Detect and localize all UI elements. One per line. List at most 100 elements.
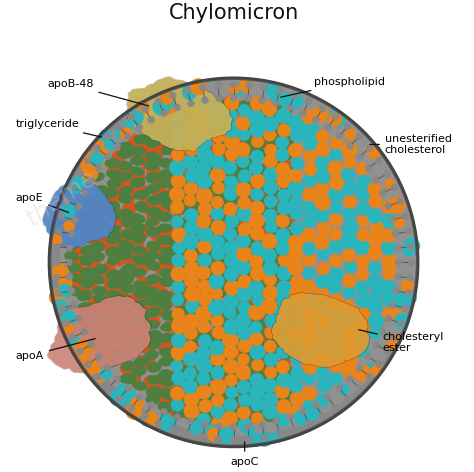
Circle shape xyxy=(157,100,171,113)
Circle shape xyxy=(186,273,202,289)
Ellipse shape xyxy=(265,124,281,134)
Ellipse shape xyxy=(186,170,200,178)
Ellipse shape xyxy=(200,395,213,405)
Circle shape xyxy=(226,298,238,310)
Ellipse shape xyxy=(240,257,255,267)
Circle shape xyxy=(230,437,237,443)
Ellipse shape xyxy=(197,274,212,283)
Circle shape xyxy=(264,326,277,339)
Circle shape xyxy=(272,168,287,182)
Circle shape xyxy=(356,320,370,333)
Circle shape xyxy=(271,367,286,382)
Ellipse shape xyxy=(210,123,225,133)
Ellipse shape xyxy=(201,118,215,127)
Circle shape xyxy=(137,199,151,213)
Circle shape xyxy=(262,378,277,393)
Circle shape xyxy=(392,230,399,237)
Circle shape xyxy=(237,196,251,210)
Circle shape xyxy=(308,408,319,420)
Circle shape xyxy=(196,188,212,204)
Ellipse shape xyxy=(212,181,227,190)
Circle shape xyxy=(174,337,187,350)
Circle shape xyxy=(237,246,252,261)
Circle shape xyxy=(316,130,329,143)
Circle shape xyxy=(366,145,379,158)
Ellipse shape xyxy=(161,310,175,320)
Circle shape xyxy=(224,134,240,150)
Ellipse shape xyxy=(265,135,281,145)
Circle shape xyxy=(302,200,316,214)
Circle shape xyxy=(373,177,380,183)
Circle shape xyxy=(269,114,282,126)
Circle shape xyxy=(305,98,312,105)
Circle shape xyxy=(294,410,310,425)
Circle shape xyxy=(75,315,82,322)
Circle shape xyxy=(99,290,112,302)
Circle shape xyxy=(161,99,177,114)
Circle shape xyxy=(75,266,88,279)
Circle shape xyxy=(126,229,140,244)
Circle shape xyxy=(389,302,396,308)
Circle shape xyxy=(128,110,144,125)
Circle shape xyxy=(95,139,109,154)
Circle shape xyxy=(184,249,198,262)
Ellipse shape xyxy=(91,172,104,181)
Circle shape xyxy=(68,178,83,194)
Circle shape xyxy=(184,140,199,156)
Ellipse shape xyxy=(134,289,149,298)
Ellipse shape xyxy=(147,207,162,218)
Circle shape xyxy=(274,332,287,344)
Ellipse shape xyxy=(227,416,241,426)
Text: theme: theme xyxy=(22,165,101,231)
Circle shape xyxy=(287,414,293,421)
Ellipse shape xyxy=(212,213,226,222)
Circle shape xyxy=(86,257,100,271)
Ellipse shape xyxy=(214,134,228,144)
Ellipse shape xyxy=(134,281,148,290)
Ellipse shape xyxy=(226,195,240,205)
Circle shape xyxy=(263,343,275,354)
Circle shape xyxy=(276,291,292,307)
Circle shape xyxy=(290,126,306,143)
Circle shape xyxy=(183,365,196,378)
Circle shape xyxy=(238,417,252,431)
Ellipse shape xyxy=(171,319,185,329)
Circle shape xyxy=(318,312,331,326)
Circle shape xyxy=(153,99,169,115)
Circle shape xyxy=(184,326,198,340)
Ellipse shape xyxy=(280,349,293,359)
Circle shape xyxy=(54,267,70,283)
Circle shape xyxy=(197,147,213,163)
Circle shape xyxy=(84,215,99,230)
Circle shape xyxy=(81,359,98,375)
Circle shape xyxy=(97,267,113,283)
Circle shape xyxy=(210,207,224,221)
Circle shape xyxy=(380,280,396,296)
Ellipse shape xyxy=(199,362,213,372)
Circle shape xyxy=(291,426,298,432)
Ellipse shape xyxy=(226,354,239,363)
Circle shape xyxy=(329,318,346,334)
Circle shape xyxy=(357,202,371,215)
Circle shape xyxy=(103,187,116,200)
Ellipse shape xyxy=(268,178,281,188)
Circle shape xyxy=(368,182,382,196)
Circle shape xyxy=(228,83,240,94)
Ellipse shape xyxy=(184,178,198,188)
Circle shape xyxy=(223,202,237,216)
Circle shape xyxy=(191,327,204,340)
Circle shape xyxy=(365,354,372,360)
Circle shape xyxy=(228,134,241,147)
Ellipse shape xyxy=(201,408,216,417)
Circle shape xyxy=(302,214,316,228)
Circle shape xyxy=(341,352,358,369)
Circle shape xyxy=(189,235,202,248)
Circle shape xyxy=(356,292,372,308)
Circle shape xyxy=(209,274,224,289)
Circle shape xyxy=(113,213,128,227)
Circle shape xyxy=(113,277,128,292)
Circle shape xyxy=(227,186,242,201)
Ellipse shape xyxy=(226,241,241,252)
Circle shape xyxy=(238,250,251,261)
Circle shape xyxy=(82,164,99,181)
